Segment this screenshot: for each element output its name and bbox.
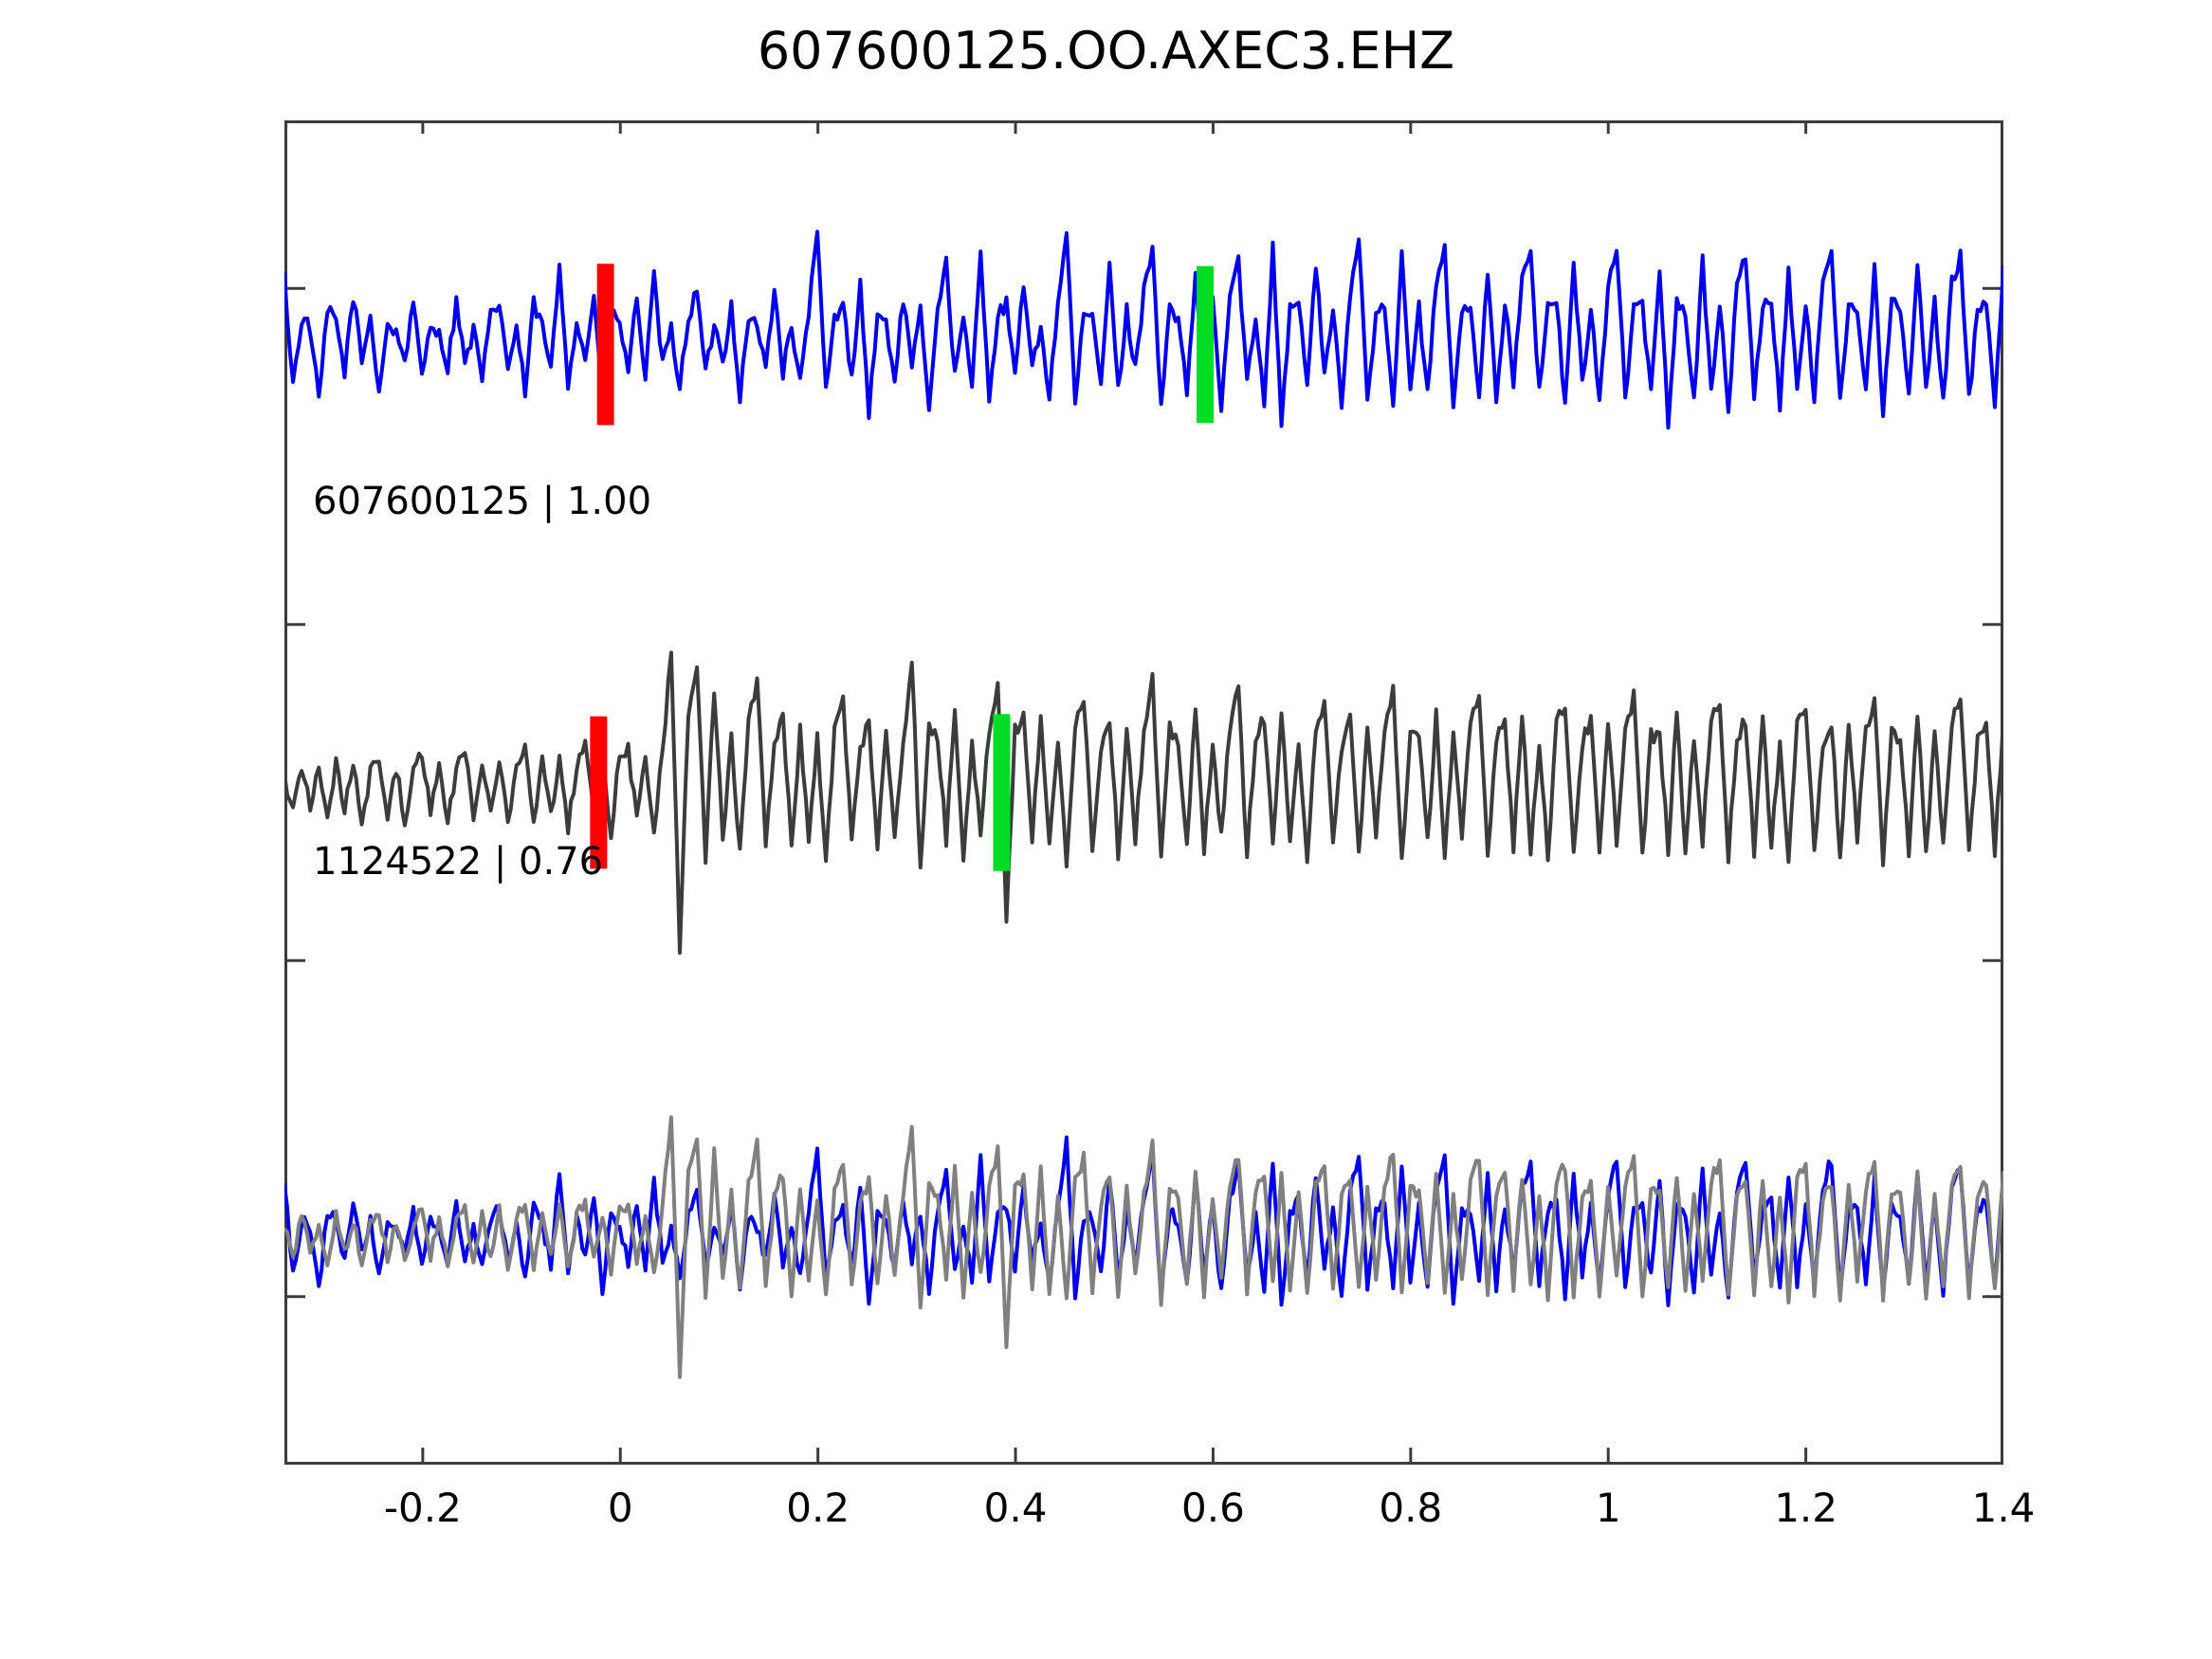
waveform-trace-1124522 <box>284 650 2003 956</box>
x-axis-tick-labels: -0.2 0 0.2 0.4 0.6 0.8 1 1.2 1.4 <box>284 1485 2036 1541</box>
picks-group <box>590 264 1215 871</box>
waveform-plot-svg <box>284 120 2003 1465</box>
x-tick-label: 0 <box>607 1485 633 1531</box>
plot-area: 607600125 | 1.00 1124522 | 0.76 <box>284 120 2003 1465</box>
waveform-trace-607600125 <box>284 229 2003 430</box>
x-tick-label: -0.2 <box>383 1485 462 1531</box>
traces-group <box>284 229 2003 1379</box>
page-title: 607600125.OO.AXEC3.EHZ <box>757 21 1455 81</box>
detection-trace-label: 1124522 | 0.76 <box>313 840 604 884</box>
template-trace-label: 607600125 | 1.00 <box>313 480 652 523</box>
x-tick-label: 0.2 <box>786 1485 850 1531</box>
x-tick-label: 1.4 <box>1971 1485 2036 1531</box>
x-tick-label: 0.4 <box>983 1485 1048 1531</box>
x-tick-label: 1 <box>1595 1485 1621 1531</box>
x-tick-label: 0.6 <box>1181 1485 1245 1531</box>
waveform-trace-1124522-overlay <box>284 1115 2003 1379</box>
x-tick-label: 1.2 <box>1774 1485 1837 1531</box>
x-tick-label: 0.8 <box>1379 1485 1443 1531</box>
